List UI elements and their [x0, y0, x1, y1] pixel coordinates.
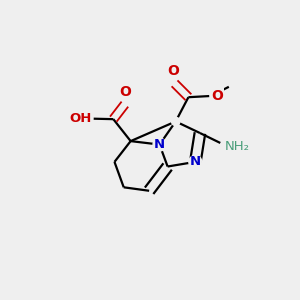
Text: O: O [167, 64, 179, 78]
Text: N: N [154, 138, 165, 151]
Circle shape [172, 117, 180, 126]
Text: OH: OH [70, 112, 92, 125]
Circle shape [189, 155, 202, 168]
Text: O: O [119, 85, 131, 99]
Text: N: N [190, 155, 201, 168]
Text: O: O [211, 88, 223, 103]
Text: NH₂: NH₂ [225, 140, 250, 153]
Circle shape [153, 138, 166, 151]
